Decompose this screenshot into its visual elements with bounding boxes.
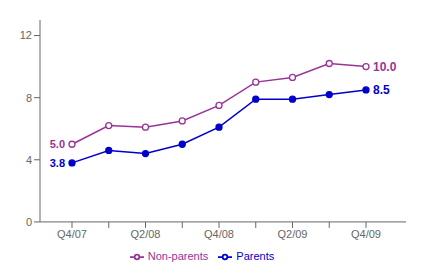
svg-text:Q4/07: Q4/07 — [57, 228, 87, 240]
svg-text:4: 4 — [26, 154, 32, 166]
svg-text:10.0: 10.0 — [373, 60, 397, 74]
svg-text:12: 12 — [20, 29, 32, 41]
svg-text:8: 8 — [26, 92, 32, 104]
svg-text:3.8: 3.8 — [50, 157, 65, 169]
svg-text:Q4/09: Q4/09 — [351, 228, 381, 240]
svg-text:8.5: 8.5 — [373, 83, 390, 97]
svg-text:0: 0 — [26, 216, 32, 228]
svg-text:5.0: 5.0 — [50, 138, 65, 150]
html-text:Non-parents: Non-parents — [147, 249, 209, 262]
svg-text:Q2/09: Q2/09 — [278, 228, 308, 240]
svg-text:Q2/08: Q2/08 — [131, 228, 161, 240]
svg-text:Q4/08: Q4/08 — [204, 228, 234, 240]
html-text:Parents: Parents — [236, 249, 275, 262]
